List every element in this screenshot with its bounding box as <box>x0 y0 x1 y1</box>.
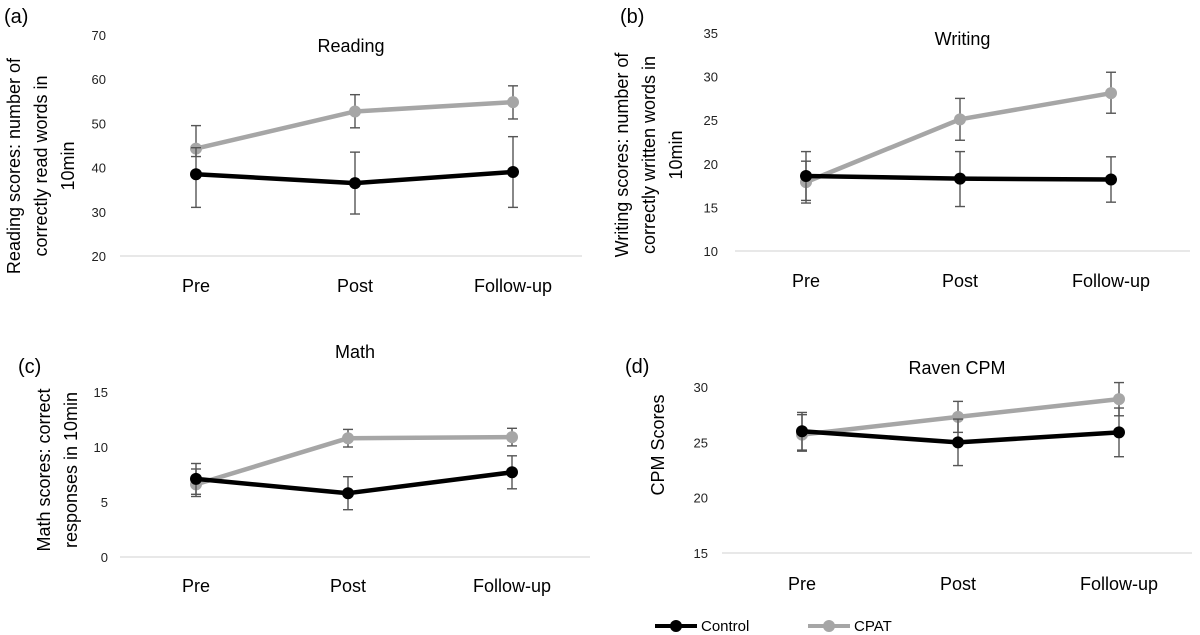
series-cpat <box>800 71 1117 204</box>
x-tick-label: Follow-up <box>474 276 552 296</box>
legend: Control CPAT <box>655 618 892 635</box>
x-tick-label: Pre <box>792 271 820 291</box>
data-point <box>190 472 202 485</box>
y-axis-label: responses in 10min <box>61 392 81 548</box>
data-point <box>800 170 812 183</box>
y-tick-label: 20 <box>704 157 718 172</box>
x-tick-label: Post <box>942 271 978 291</box>
x-tick-label: Post <box>940 574 976 594</box>
y-axis-label: Writing scores: number of <box>612 52 632 258</box>
series-control <box>190 135 519 215</box>
y-axis-label: Reading scores: number of <box>4 57 24 274</box>
y-axis-label: 10min <box>58 141 78 190</box>
chart-title: Raven CPM <box>908 358 1005 378</box>
panel-label: (d) <box>625 356 649 378</box>
x-tick-label: Post <box>337 276 373 296</box>
panel-label: (a) <box>4 6 28 28</box>
y-tick-label: 10 <box>94 440 108 455</box>
panel-label: (c) <box>18 356 41 378</box>
y-axis-label: Math scores: correct <box>34 388 54 551</box>
x-tick-label: Post <box>330 576 366 596</box>
data-point <box>796 425 808 438</box>
x-tick-label: Follow-up <box>473 576 551 596</box>
y-tick-label: 20 <box>92 249 106 264</box>
y-axis-label: correctly written words in <box>639 56 659 254</box>
data-point <box>954 113 966 126</box>
y-axis-label: correctly read words in <box>31 75 51 256</box>
y-axis-label: 10min <box>666 130 686 179</box>
data-point <box>1113 393 1125 406</box>
y-tick-label: 50 <box>92 116 106 131</box>
y-tick-label: 5 <box>101 495 108 510</box>
y-tick-label: 25 <box>704 113 718 128</box>
y-tick-label: 60 <box>92 72 106 87</box>
data-point <box>349 177 361 190</box>
data-point <box>506 466 518 479</box>
data-point <box>1105 87 1117 100</box>
panel-a: (a) Reading Reading scores: number of corre… <box>4 6 582 296</box>
y-tick-label: 30 <box>694 380 708 395</box>
legend-label: Control <box>701 618 749 635</box>
y-tick-label: 15 <box>704 200 718 215</box>
panel-c: (c) Math Math scores: correct responses in … <box>18 342 590 596</box>
series-cpat <box>190 427 518 498</box>
data-point <box>190 168 202 181</box>
panel-b: (b) Writing Writing scores: number of corre… <box>612 6 1190 291</box>
y-tick-label: 20 <box>694 491 708 506</box>
series-cpat <box>190 85 519 158</box>
x-tick-label: Pre <box>182 276 210 296</box>
chart-title: Reading <box>317 36 384 56</box>
y-tick-label: 70 <box>92 28 106 43</box>
legend-swatch-marker <box>823 620 835 632</box>
data-point <box>952 410 964 423</box>
data-point <box>342 432 354 445</box>
y-tick-label: 30 <box>92 205 106 220</box>
series-control <box>190 455 518 511</box>
data-point <box>349 105 361 118</box>
x-tick-label: Pre <box>788 574 816 594</box>
panel-d: (d) Raven CPM CPM Scores 15 20 25 30 Pre Post Fol… <box>625 356 1192 594</box>
x-tick-label: Follow-up <box>1072 271 1150 291</box>
data-point <box>1113 426 1125 439</box>
y-tick-label: 15 <box>94 385 108 400</box>
panel-label: (b) <box>620 6 644 28</box>
chart-title: Writing <box>935 29 991 49</box>
series-control <box>800 150 1117 208</box>
data-point <box>507 96 519 109</box>
data-point <box>954 172 966 185</box>
data-point <box>952 436 964 449</box>
series-line <box>805 90 1112 185</box>
data-point <box>1105 173 1117 186</box>
series-control <box>796 407 1125 467</box>
x-tick-label: Pre <box>182 576 210 596</box>
y-tick-label: 25 <box>694 435 708 450</box>
chart-title: Math <box>335 342 375 362</box>
y-tick-label: 40 <box>92 161 106 176</box>
y-tick-label: 15 <box>694 546 708 561</box>
y-tick-label: 10 <box>704 244 718 259</box>
y-tick-label: 30 <box>704 70 718 85</box>
data-point <box>342 487 354 500</box>
legend-swatch-marker <box>670 620 682 632</box>
series-line <box>195 470 513 496</box>
data-point <box>507 166 519 179</box>
legend-label: CPAT <box>854 618 892 635</box>
y-tick-label: 0 <box>101 550 108 565</box>
x-tick-label: Follow-up <box>1080 574 1158 594</box>
y-tick-label: 35 <box>704 26 718 41</box>
y-axis-label: CPM Scores <box>648 394 668 495</box>
data-point <box>506 431 518 444</box>
